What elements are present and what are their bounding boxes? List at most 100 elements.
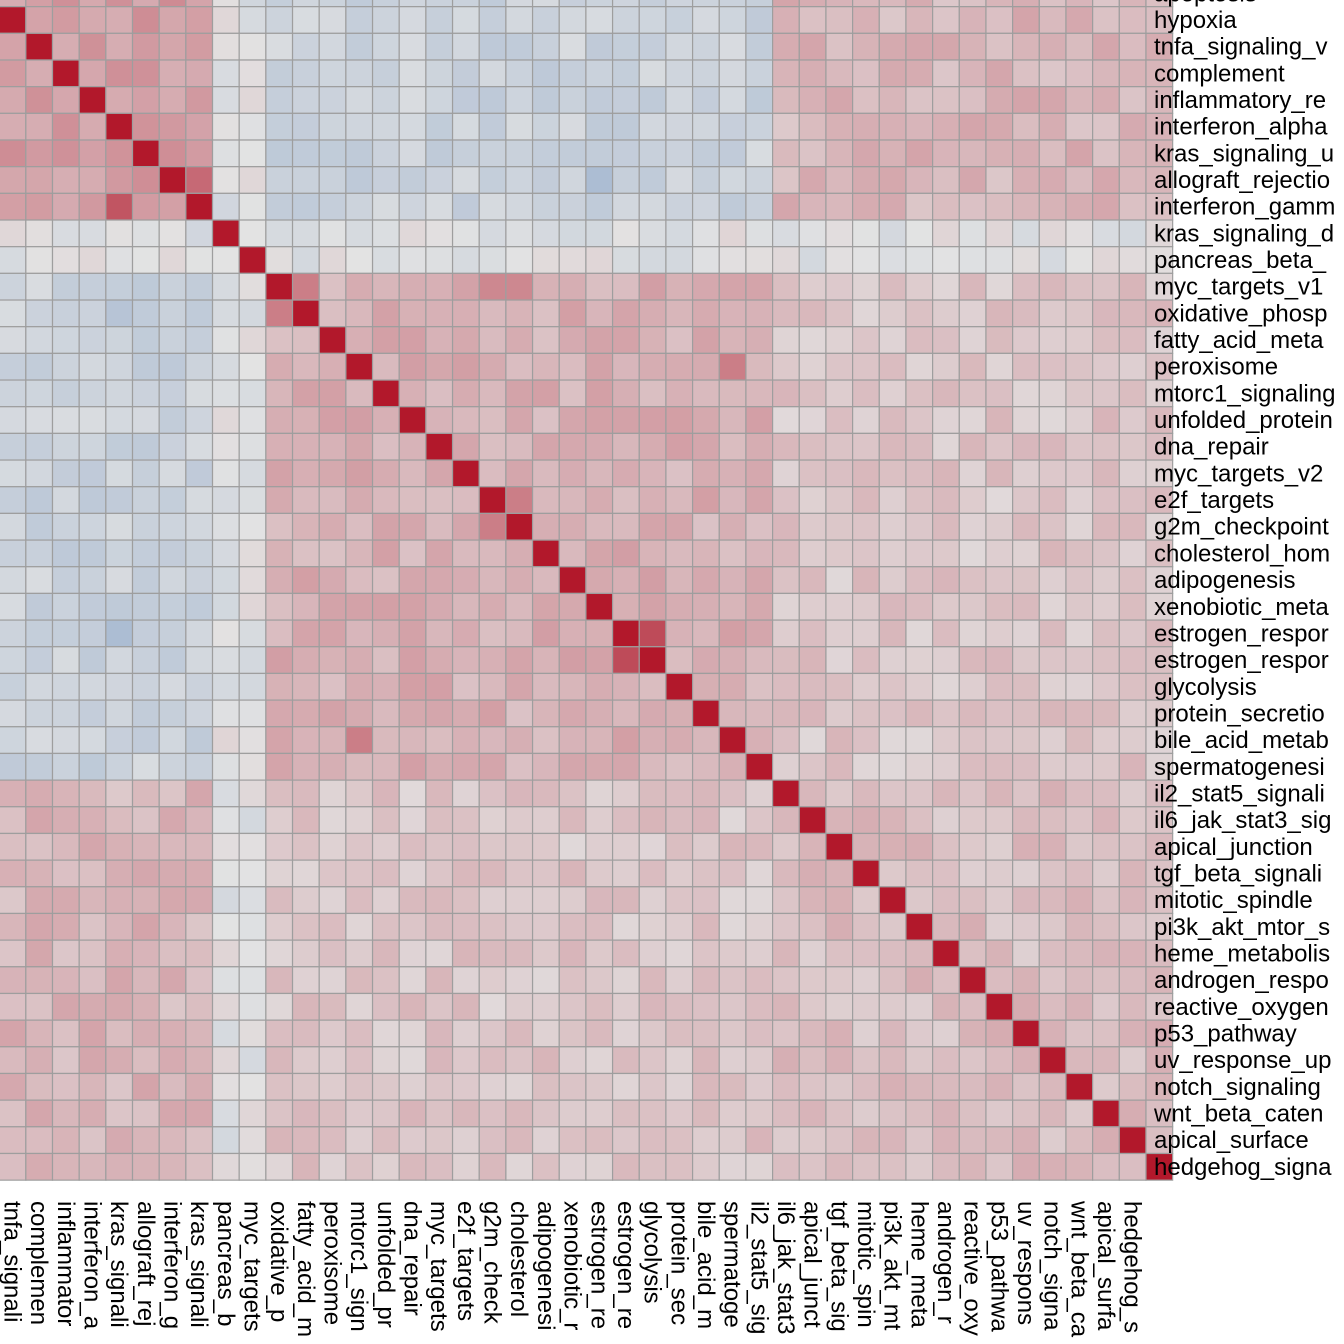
heatmap-cell (451, 566, 480, 595)
heatmap-cell (51, 326, 80, 354)
heatmap-cell (558, 966, 587, 995)
heatmap-cell (1065, 459, 1094, 488)
heatmap-cell (398, 992, 427, 1021)
heatmap-cell (318, 512, 347, 541)
heatmap-cell (958, 246, 987, 274)
heatmap-cell (638, 779, 667, 808)
heatmap-cell (771, 299, 800, 328)
heatmap-cell (825, 1019, 854, 1048)
heatmap-cell (478, 1046, 507, 1075)
heatmap-cell (211, 219, 240, 248)
heatmap-cell (451, 32, 480, 61)
heatmap-cell (371, 1099, 400, 1128)
heatmap-cell (1065, 592, 1094, 621)
heatmap-cell (105, 192, 134, 221)
heatmap-cell (771, 379, 800, 408)
heatmap-cell (478, 992, 507, 1021)
heatmap-cell (611, 486, 640, 515)
heatmap-cell (478, 166, 507, 194)
heatmap-cell (985, 139, 1014, 168)
heatmap-cell (611, 326, 640, 354)
heatmap-cell (531, 299, 560, 328)
heatmap-cell (451, 939, 480, 968)
heatmap-cell (745, 272, 774, 301)
heatmap-cell (51, 6, 80, 34)
heatmap-cell (771, 326, 800, 354)
heatmap-cell (611, 566, 640, 595)
heatmap-cell (131, 886, 160, 915)
heatmap-cell (425, 619, 454, 648)
heatmap-cell (425, 752, 454, 781)
heatmap-cell (0, 6, 27, 34)
heatmap-cell (505, 1099, 534, 1128)
column-label: apical_surfa (1092, 1201, 1119, 1331)
heatmap-cell (985, 379, 1014, 408)
column-label: apical_junct (799, 1201, 826, 1328)
heatmap-cell (878, 859, 907, 888)
heatmap-cell (345, 966, 374, 995)
heatmap-cell (51, 566, 80, 595)
row-labels: apoptosishypoxiatnfa_signaling_vcompleme… (1153, 0, 1335, 1181)
heatmap-cell (718, 592, 747, 621)
heatmap-cell (25, 112, 54, 141)
heatmap-cell (291, 0, 320, 8)
row-label: myc_targets_v1 (1154, 274, 1323, 301)
heatmap-cell (745, 299, 774, 328)
heatmap-cell (1118, 992, 1147, 1021)
heatmap-cell (611, 699, 640, 728)
heatmap-cell (638, 566, 667, 595)
heatmap-cell (585, 326, 614, 354)
heatmap-cell (345, 219, 374, 248)
heatmap-cell (745, 672, 774, 701)
row-label: glycolysis (1154, 674, 1257, 701)
heatmap-cell (905, 912, 934, 941)
heatmap-cell (665, 272, 694, 301)
heatmap-cell (185, 806, 214, 835)
heatmap-cell (985, 646, 1014, 675)
heatmap-cell (905, 726, 934, 755)
heatmap-cell (425, 806, 454, 835)
heatmap-cell (478, 512, 507, 541)
heatmap-cell (291, 886, 320, 915)
heatmap-cell (345, 299, 374, 328)
heatmap-cell (505, 566, 534, 595)
heatmap-cell (105, 1019, 134, 1048)
heatmap-cell (798, 379, 827, 408)
heatmap-cell (691, 272, 720, 301)
heatmap-cell (185, 1019, 214, 1048)
heatmap-cell (291, 646, 320, 675)
heatmap-cell (78, 672, 107, 701)
heatmap-cell (718, 859, 747, 888)
heatmap-cell (691, 432, 720, 461)
heatmap-cell (1012, 166, 1040, 194)
heatmap-cell (1065, 112, 1094, 141)
heatmap-cell (425, 486, 454, 515)
heatmap-cell (665, 1019, 694, 1048)
heatmap-cell (558, 272, 587, 301)
heatmap-cell (371, 966, 400, 995)
heatmap-cell (345, 619, 374, 648)
heatmap-cell (665, 566, 694, 595)
row-label: e2f_targets (1154, 487, 1274, 514)
heatmap-cell (398, 592, 427, 621)
heatmap-cell (691, 1126, 720, 1155)
heatmap-cell (665, 779, 694, 808)
heatmap-cell (451, 299, 480, 328)
heatmap-cell (905, 1072, 934, 1101)
heatmap-cell (1038, 326, 1067, 354)
heatmap-cell (611, 192, 640, 221)
heatmap-cell (1038, 406, 1067, 434)
heatmap-cell (665, 486, 694, 515)
heatmap-cell (51, 272, 80, 301)
heatmap-cell (185, 299, 214, 328)
heatmap-cell (238, 1072, 267, 1101)
heatmap-cell (265, 939, 294, 968)
heatmap-cell (185, 592, 214, 621)
heatmap-cell (238, 139, 267, 168)
heatmap-cell (878, 486, 907, 515)
heatmap-cell (0, 699, 27, 728)
heatmap-cell (585, 512, 614, 541)
heatmap-cell (345, 646, 374, 675)
heatmap-cell (505, 619, 534, 648)
heatmap-cell (318, 779, 347, 808)
